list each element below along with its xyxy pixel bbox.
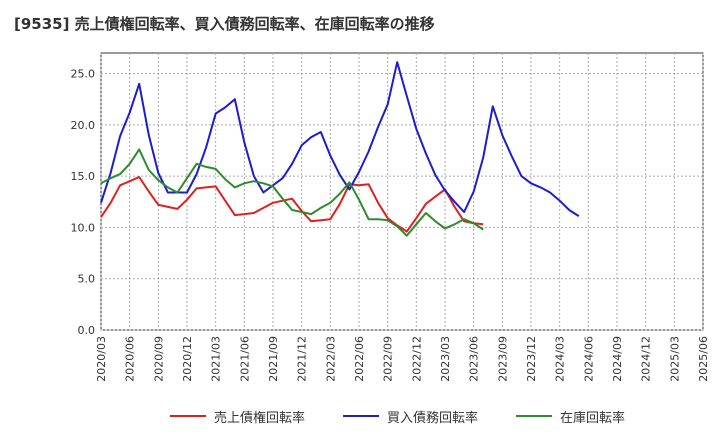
x-tick-label: 2024/03 xyxy=(554,336,567,382)
x-tick-label: 2021/06 xyxy=(238,336,251,382)
legend-item-payables: 買入債務回転率 xyxy=(343,404,478,428)
x-tick-label: 2023/12 xyxy=(525,336,538,382)
x-tick-label: 2023/09 xyxy=(496,336,509,382)
legend-item-receivables: 売上債権回転率 xyxy=(170,404,305,428)
y-tick-label: 25.0 xyxy=(71,68,96,81)
legend-label-inventory: 在庫回転率 xyxy=(560,410,626,426)
x-tick-label: 2022/03 xyxy=(324,336,337,382)
legend-label-payables: 買入債務回転率 xyxy=(387,410,479,426)
legend-item-inventory: 在庫回転率 xyxy=(516,404,625,428)
x-tick-label: 2020/06 xyxy=(124,336,137,382)
x-tick-label: 2024/09 xyxy=(611,336,624,382)
y-tick-label: 15.0 xyxy=(71,170,96,183)
series-line-0 xyxy=(100,176,484,233)
x-tick-label: 2025/06 xyxy=(697,336,710,382)
plot-area xyxy=(100,52,704,331)
x-tick-label: 2022/09 xyxy=(382,336,395,382)
x-tick-label: 2024/06 xyxy=(582,336,595,382)
legend: 売上債権回転率 買入債務回転率 在庫回転率 xyxy=(0,404,720,428)
y-tick-label: 10.0 xyxy=(71,221,96,234)
x-tick-label: 2024/12 xyxy=(640,336,653,382)
y-axis-ticks: 0.0 5.0 10.0 15.0 20.0 25.0 xyxy=(71,68,96,337)
y-tick-label: 0.0 xyxy=(78,324,96,337)
legend-swatch-receivables xyxy=(170,415,206,417)
series-lines xyxy=(100,61,580,237)
series-line-2 xyxy=(100,148,484,237)
legend-label-receivables: 売上債権回転率 xyxy=(214,410,306,426)
x-tick-label: 2023/06 xyxy=(468,336,481,382)
x-tick-label: 2022/12 xyxy=(410,336,423,382)
x-tick-label: 2023/03 xyxy=(439,336,452,382)
x-tick-label: 2021/03 xyxy=(210,336,223,382)
x-tick-label: 2021/09 xyxy=(267,336,280,382)
y-tick-label: 20.0 xyxy=(71,119,96,132)
x-tick-label: 2020/03 xyxy=(95,336,108,382)
x-tick-label: 2021/12 xyxy=(296,336,309,382)
x-tick-label: 2025/03 xyxy=(668,336,681,382)
legend-swatch-inventory xyxy=(516,415,552,417)
x-tick-label: 2022/06 xyxy=(353,336,366,382)
y-tick-label: 5.0 xyxy=(78,273,96,286)
x-axis-ticks: 2020/03 2020/06 2020/09 2020/12 2021/03 2021/… xyxy=(95,336,710,382)
x-tick-label: 2020/09 xyxy=(152,336,165,382)
x-tick-label: 2020/12 xyxy=(181,336,194,382)
legend-swatch-payables xyxy=(343,415,379,417)
chart-title: [9535] 売上債権回転率、買入債務回転率、在庫回転率の推移 xyxy=(14,15,435,33)
series-line-1 xyxy=(100,61,580,217)
